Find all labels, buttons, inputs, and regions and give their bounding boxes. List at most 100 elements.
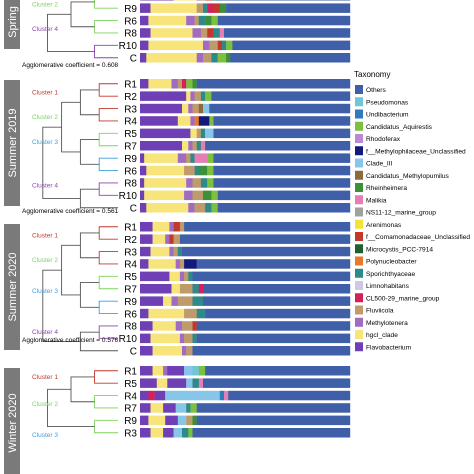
bar-segment [213,153,351,163]
bar-segment [192,28,202,38]
bar-segment [140,165,147,176]
bar-segment [192,428,351,438]
bar-segment [140,153,145,163]
cluster-label: Cluster 2 [32,1,58,8]
sample-label: R5 [124,379,137,390]
bar-segment [150,28,193,38]
bar-segment [200,128,206,139]
sample-label: R10 [119,191,138,202]
bar-segment [148,79,172,89]
sample-label: R8 [124,322,137,333]
legend-swatch [355,281,363,290]
bar-segment [230,53,351,63]
bar-segment [169,271,181,282]
bar-segment [203,284,351,294]
bar-segment [175,403,187,413]
bar-segment [173,246,178,257]
bar-segment [209,40,218,51]
bar-segment [140,91,187,101]
bar-segment [198,15,206,26]
bar-segment [140,321,153,331]
legend-swatch [355,85,363,94]
bar-segment [184,333,193,344]
legend: Taxonomy Others Pseudomonas Undibacterium Ca… [354,70,470,351]
bar-segment [144,178,187,188]
bar-segment [140,415,149,426]
bar-segment [200,178,208,188]
bar-segment [165,415,178,426]
legend-entry: Flavobacterium [366,344,412,351]
bar-segment [205,308,351,319]
legend-entry: Pseudomonas [366,99,409,106]
bar-segment [144,153,178,163]
legend-swatch [355,134,363,143]
bar-segment [150,333,181,344]
bar-segment [140,0,174,1]
dendrogram-branch [61,244,81,296]
bar-segment [169,246,174,257]
legend-entry: Candidatus_Aquirestis [366,124,433,131]
legend-entry: Arenimonas [366,222,402,229]
bar-segment [196,308,206,319]
bar-segment [177,415,187,426]
bar-segment [182,79,187,89]
bar-segment [179,271,185,282]
cluster-label: Cluster 1 [32,232,58,239]
bar-segment [175,321,183,331]
cluster-label: Cluster 3 [32,432,58,439]
bar-segment [211,203,218,213]
season-strip [4,0,20,49]
dendrogram-branch [42,126,81,199]
sample-label: R4 [124,260,137,271]
bar-segment [140,378,157,388]
bar-segment [196,141,202,151]
bar-segment [140,234,153,244]
bar-segment [184,366,193,376]
bar-segment [224,28,351,38]
bar-segment [219,28,225,38]
bar-segment [188,203,195,213]
bar-segment [190,91,195,101]
bar-segment [196,403,351,413]
bar-segment [163,403,176,413]
bar-segment [152,366,164,376]
bar-segment [200,0,206,1]
bar-segment [150,428,164,438]
season-label: Spring [7,6,19,38]
dendrogram-branch [94,20,118,34]
bar-segment [152,321,176,331]
legend-swatch [355,342,363,352]
bar-segment [196,3,204,13]
bar-segment [226,3,351,13]
bar-segment [194,153,208,163]
bar-segment [192,366,199,376]
bar-segment [171,284,181,294]
bar-segment [140,141,183,151]
legend-swatch [355,219,363,229]
bar-segment [192,321,197,331]
sample-label: R6 [124,16,137,27]
dendrogram-branch [70,1,95,28]
bar-segment [182,428,189,438]
bar-segment [150,246,170,257]
bar-segment [179,333,185,344]
bar-segment [207,165,214,176]
bar-segment [211,91,351,101]
bar-segment [192,415,197,426]
legend-entry: Sporichthyaceae [366,271,415,278]
bar-segment [148,259,176,269]
bar-segment [192,333,197,344]
bar-segment [207,28,214,38]
bar-segment [203,103,210,114]
sample-label: R8 [124,29,137,40]
bar-segment [140,428,151,438]
bar-segment [188,103,193,114]
bar-segment [186,91,191,101]
bar-segment [186,403,191,413]
bar-segment [219,3,227,13]
bar-segment [177,153,187,163]
bar-segment [140,79,149,89]
